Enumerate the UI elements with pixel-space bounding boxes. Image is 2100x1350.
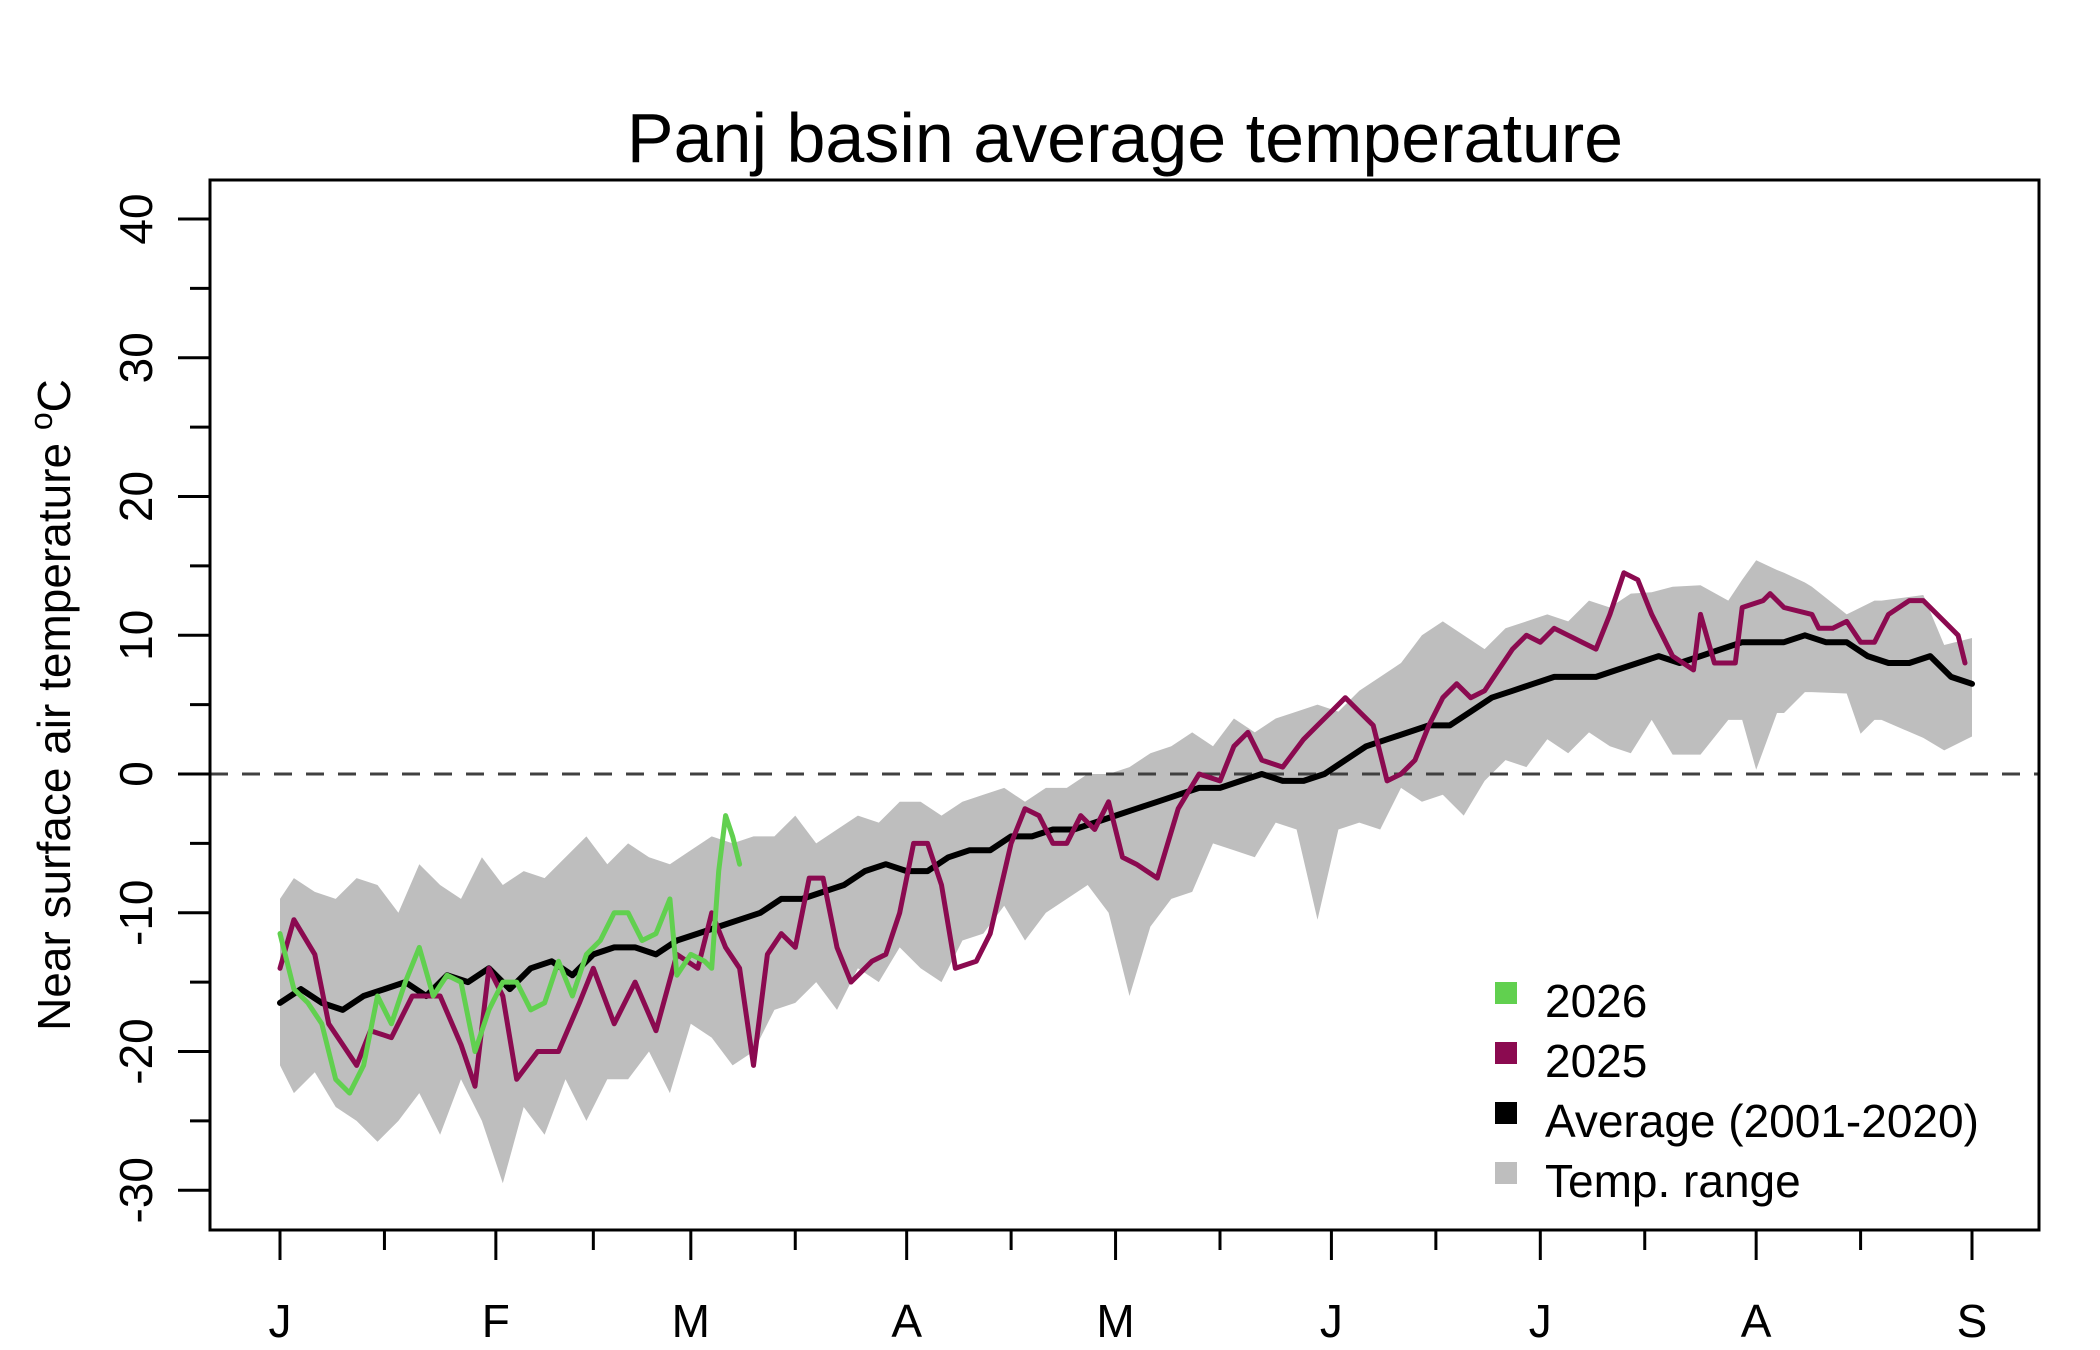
legend-label: Average (2001-2020) — [1545, 1095, 1979, 1147]
temp-range-layer — [280, 560, 1972, 1184]
y-tick-label: 40 — [110, 193, 162, 244]
legend-label: 2025 — [1545, 1035, 1647, 1087]
y-axis: -30 -20 -10 0 10 20 30 40 — [110, 193, 210, 1223]
y-axis-title-degree: o — [23, 412, 59, 430]
legend-item: Temp. range — [1495, 1155, 1801, 1207]
series-2025-line — [277, 570, 1968, 1089]
x-tick-label: S — [1957, 1295, 1988, 1347]
y-axis-title: Near surface air temperature oC — [23, 379, 80, 1031]
chart-title: Panj basin average temperature — [627, 99, 1623, 177]
legend: 2026 2025 Average (2001-2020) Temp. range — [1495, 975, 1979, 1207]
y-axis-title-unit: C — [28, 379, 80, 412]
x-tick-label: M — [1096, 1295, 1134, 1347]
legend-swatch — [1495, 1102, 1517, 1124]
legend-swatch — [1495, 1042, 1517, 1064]
legend-item: 2026 — [1495, 975, 1647, 1027]
legend-item: Average (2001-2020) — [1495, 1095, 1979, 1147]
series-layer — [277, 570, 1975, 1096]
x-tick-label: M — [672, 1295, 710, 1347]
y-tick-label: -30 — [110, 1157, 162, 1223]
legend-label: Temp. range — [1545, 1155, 1801, 1207]
y-tick-label: -10 — [110, 880, 162, 946]
legend-swatch — [1495, 982, 1517, 1004]
y-tick-label: -20 — [110, 1018, 162, 1084]
legend-label: 2026 — [1545, 975, 1647, 1027]
temp-range-area — [280, 560, 1972, 1184]
x-tick-label: J — [1529, 1295, 1552, 1347]
x-tick-label: A — [891, 1295, 922, 1347]
y-tick-label: 20 — [110, 471, 162, 522]
x-tick-label: A — [1741, 1295, 1772, 1347]
x-tick-label: J — [1320, 1295, 1343, 1347]
legend-swatch — [1495, 1162, 1517, 1184]
y-tick-label: 30 — [110, 332, 162, 383]
y-tick-label: 0 — [110, 761, 162, 787]
y-tick-label: 10 — [110, 610, 162, 661]
y-axis-title-main: Near surface air temperature — [28, 430, 80, 1031]
series-2026-line — [277, 813, 743, 1096]
x-tick-label: J — [269, 1295, 292, 1347]
x-tick-label: F — [482, 1295, 510, 1347]
legend-item: 2025 — [1495, 1035, 1647, 1087]
